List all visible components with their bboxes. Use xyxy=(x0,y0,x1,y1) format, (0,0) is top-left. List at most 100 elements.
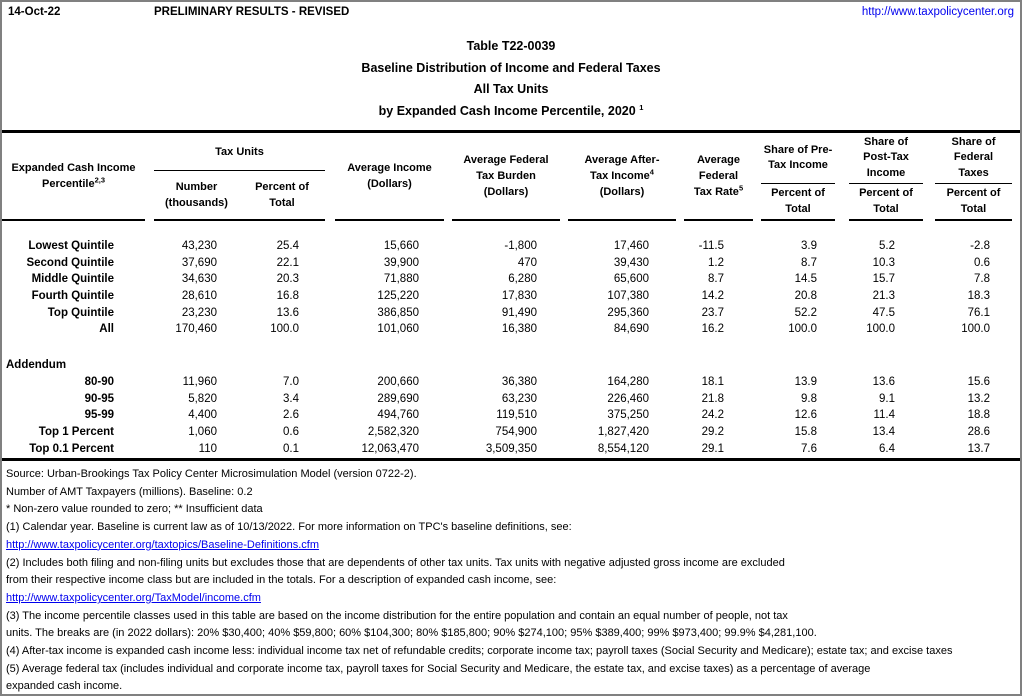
row-label: All xyxy=(99,323,114,336)
table-cell: 65,600 xyxy=(613,273,649,286)
table-cell: 8.7 xyxy=(708,273,724,286)
table-cell: 28,610 xyxy=(181,290,217,303)
header-text-group: Share of Pre- Tax Income xyxy=(761,133,835,183)
table-row: All 170,460 100.0 101,060 16,380 84,690 16.2 10… xyxy=(2,321,1020,338)
header-text: Share of xyxy=(863,135,908,148)
table-row: Top Quintile 23,230 13.6 386,850 91,490 295,3… xyxy=(2,305,1020,322)
table-cell: 2,582,320 xyxy=(367,425,419,438)
footnote-line: (5) Average federal tax (includes indivi… xyxy=(6,662,871,675)
header-text: Tax Income4 xyxy=(568,168,676,184)
table-cell: 71,880 xyxy=(383,273,419,286)
header-text: (thousands) xyxy=(165,197,228,209)
row-label: Fourth Quintile xyxy=(31,290,114,303)
addendum-rows: 80-90 11,960 7.0 200,660 36,380 164,280 18.1 13… xyxy=(2,374,1020,457)
footnote-line: (4) After-tax income is expanded cash in… xyxy=(6,645,953,658)
title-line-4: by Expanded Cash Income Percentile, 2020… xyxy=(2,101,1020,123)
table-cell: 13.4 xyxy=(872,425,895,438)
table-cell: 15,660 xyxy=(383,240,419,252)
table-row: 95-99 4,400 2.6 494,760 119,510 375,250 24.2 12… xyxy=(2,407,1020,424)
table-cell: 22.1 xyxy=(276,256,299,269)
table-cell: 7.8 xyxy=(974,273,990,286)
header-text: Federal xyxy=(953,151,994,164)
site-link[interactable]: http://www.taxpolicycenter.org xyxy=(861,6,1014,18)
footnote-line: units. The breaks are (in 2022 dollars):… xyxy=(6,627,817,640)
header-text: Total xyxy=(873,202,899,215)
table-header: Expanded Cash Income Percentile2,3 Tax U… xyxy=(2,133,1012,221)
table-cell: 29.1 xyxy=(701,442,724,455)
header-text: (Dollars) xyxy=(367,178,412,190)
table-cell: 7.0 xyxy=(283,375,299,388)
table-cell: -11.5 xyxy=(698,240,724,252)
header-footnote-marker: 5 xyxy=(738,183,744,193)
row-label: Second Quintile xyxy=(26,256,114,269)
table-cell: 18.8 xyxy=(967,409,990,422)
table-cell: 1.2 xyxy=(708,256,724,269)
header-text: Percentile xyxy=(41,178,95,190)
table-cell: 6.4 xyxy=(879,442,895,455)
table-cell: 76.1 xyxy=(967,306,990,319)
table-cell: 52.2 xyxy=(794,306,817,319)
header-subtext: Percent of Total xyxy=(761,184,835,219)
footnote-link[interactable]: http://www.taxpolicycenter.org/TaxModel/… xyxy=(6,591,261,604)
header-text: Tax Burden xyxy=(476,170,536,182)
table-cell: 8.7 xyxy=(801,256,817,269)
column-header-number: Number (thousands) xyxy=(154,179,239,211)
table-cell: 20.8 xyxy=(794,290,817,303)
title-line-2: Baseline Distribution of Income and Fede… xyxy=(361,60,661,75)
table-cell: 39,430 xyxy=(613,256,649,269)
row-label: Lowest Quintile xyxy=(28,240,114,252)
table-cell: 43,230 xyxy=(181,240,217,252)
table-cell: 10.3 xyxy=(872,256,895,269)
table-cell: 101,060 xyxy=(377,323,419,336)
table-cell: 21.8 xyxy=(701,392,724,405)
table-row: Second Quintile 37,690 22.1 39,900 470 39,430… xyxy=(2,255,1020,272)
addendum-label: Addendum xyxy=(6,359,67,372)
table-cell: 14.5 xyxy=(794,273,817,286)
header-text: Percent of xyxy=(946,187,1001,199)
table-cell: 21.3 xyxy=(872,290,895,303)
title-line-4-text: by Expanded Cash Income Percentile, 2020 xyxy=(378,103,636,118)
header-text: Percent of xyxy=(255,181,309,193)
footnote-link[interactable]: http://www.taxpolicycenter.org/taxtopics… xyxy=(6,538,320,551)
table-cell: 110 xyxy=(198,442,217,455)
table-cell: 3.4 xyxy=(283,392,299,405)
table-cell: 15.8 xyxy=(794,425,817,438)
table-cell: 17,830 xyxy=(501,290,537,303)
table-cell: 0.1 xyxy=(283,442,299,455)
header-text: Tax Income xyxy=(590,170,650,182)
table-cell: 12.6 xyxy=(794,409,817,422)
table-row: 80-90 11,960 7.0 200,660 36,380 164,280 18.1 13… xyxy=(2,374,1020,391)
table-cell: 13.7 xyxy=(967,442,990,455)
table-cell: 84,690 xyxy=(613,323,649,336)
table-row: 90-95 5,820 3.4 289,690 63,230 226,460 21.8 9.8… xyxy=(2,391,1020,408)
column-header-percent-of-total: Percent of Total xyxy=(239,179,325,211)
table-body: Lowest Quintile 43,230 25.4 15,660 -1,800 17,… xyxy=(2,221,1020,457)
table-cell: 20.3 xyxy=(276,273,299,286)
header-group-rule xyxy=(935,183,1012,184)
table-cell: 9.1 xyxy=(879,392,895,405)
table-cell: 9.8 xyxy=(801,392,817,405)
table-cell: 170,460 xyxy=(175,323,217,336)
table-cell: 34,630 xyxy=(181,273,217,286)
header-text: Taxes xyxy=(958,166,989,179)
column-header-share-federal-taxes: Share of Federal Taxes Percent of Total xyxy=(935,133,1012,221)
table-row: Top 0.1 Percent 110 0.1 12,063,470 3,509,350… xyxy=(2,441,1020,458)
table-cell: 25.4 xyxy=(276,240,299,252)
quintile-rows: Lowest Quintile 43,230 25.4 15,660 -1,800 17,… xyxy=(2,238,1020,338)
table-cell: 39,900 xyxy=(383,256,419,269)
table-cell: 13.6 xyxy=(872,375,895,388)
table-cell: 200,660 xyxy=(377,375,419,388)
table-cell: -2.8 xyxy=(970,240,990,252)
table-cell: 24.2 xyxy=(701,409,724,422)
column-header-average-federal-tax-burden: Average Federal Tax Burden (Dollars) xyxy=(452,133,560,221)
header-text: Expanded Cash Income xyxy=(11,162,136,174)
header-text: Share of Pre- xyxy=(763,143,833,156)
column-header-share-pretax-income: Share of Pre- Tax Income Percent of Tota… xyxy=(761,133,835,221)
tax-units-subheaders: Number (thousands) Percent of Total xyxy=(154,171,325,219)
top-bar: 14-Oct-22 PRELIMINARY RESULTS - REVISED … xyxy=(6,6,1016,22)
table-cell: 18.1 xyxy=(701,375,724,388)
title-footnote-marker: 1 xyxy=(639,102,644,112)
table-cell: 7.6 xyxy=(801,442,817,455)
header-text: Average xyxy=(696,154,740,166)
table-cell: 100.0 xyxy=(788,323,817,336)
